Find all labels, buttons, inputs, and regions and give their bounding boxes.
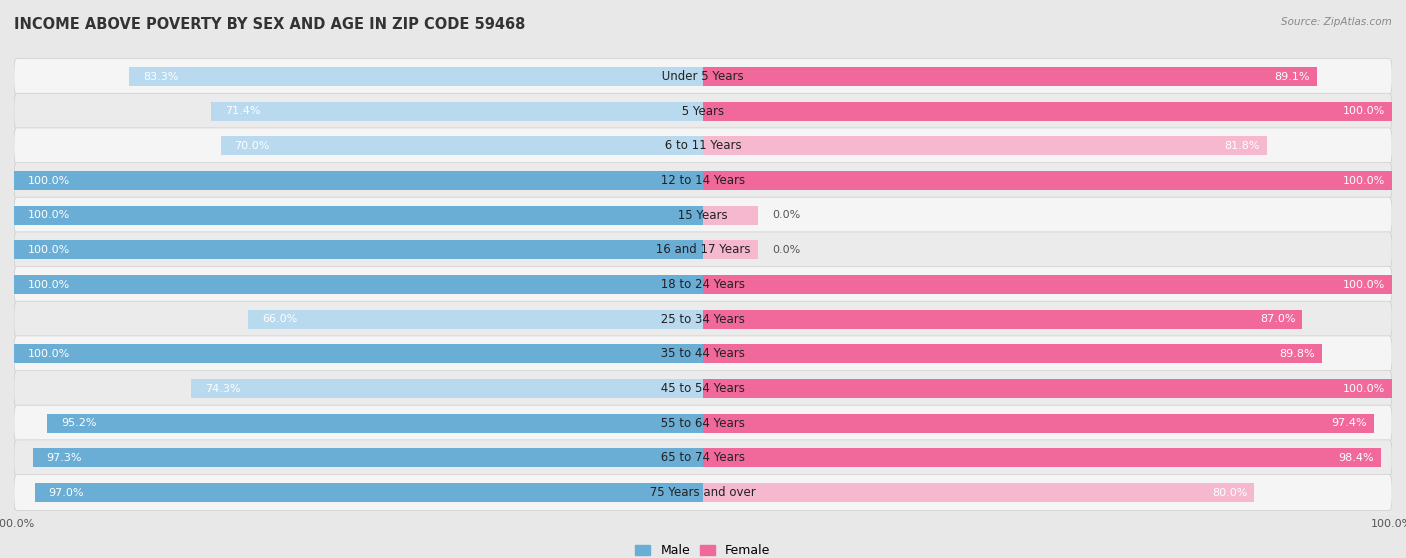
Text: 87.0%: 87.0% bbox=[1260, 314, 1295, 324]
Text: 100.0%: 100.0% bbox=[28, 176, 70, 186]
Bar bbox=[14, 206, 703, 225]
FancyBboxPatch shape bbox=[14, 371, 1392, 407]
FancyBboxPatch shape bbox=[14, 232, 1392, 268]
Text: 65 to 74 Years: 65 to 74 Years bbox=[657, 451, 749, 464]
Text: 71.4%: 71.4% bbox=[225, 106, 260, 116]
Bar bbox=[703, 310, 1302, 329]
FancyBboxPatch shape bbox=[14, 474, 1392, 511]
Text: 66.0%: 66.0% bbox=[262, 314, 297, 324]
FancyBboxPatch shape bbox=[14, 440, 1392, 476]
Bar bbox=[249, 310, 703, 329]
FancyBboxPatch shape bbox=[14, 128, 1392, 164]
Text: 97.0%: 97.0% bbox=[48, 488, 84, 498]
Text: 97.4%: 97.4% bbox=[1331, 418, 1367, 428]
Text: 5 Years: 5 Years bbox=[678, 105, 728, 118]
FancyBboxPatch shape bbox=[14, 93, 1392, 129]
FancyBboxPatch shape bbox=[14, 301, 1392, 337]
Text: 95.2%: 95.2% bbox=[60, 418, 97, 428]
Text: 81.8%: 81.8% bbox=[1225, 141, 1260, 151]
Text: 100.0%: 100.0% bbox=[1343, 280, 1385, 290]
Bar bbox=[703, 483, 1254, 502]
Text: 0.0%: 0.0% bbox=[772, 210, 800, 220]
Bar bbox=[14, 171, 703, 190]
Bar bbox=[703, 240, 758, 259]
Bar bbox=[191, 379, 703, 398]
Text: 100.0%: 100.0% bbox=[28, 280, 70, 290]
FancyBboxPatch shape bbox=[14, 59, 1392, 95]
Text: 74.3%: 74.3% bbox=[205, 383, 240, 393]
FancyBboxPatch shape bbox=[14, 267, 1392, 302]
Text: 45 to 54 Years: 45 to 54 Years bbox=[657, 382, 749, 395]
Text: 98.4%: 98.4% bbox=[1339, 453, 1374, 463]
Bar bbox=[703, 449, 1381, 468]
Text: 25 to 34 Years: 25 to 34 Years bbox=[657, 312, 749, 326]
Bar bbox=[211, 102, 703, 121]
FancyBboxPatch shape bbox=[14, 197, 1392, 233]
Bar bbox=[14, 344, 703, 363]
Text: 0.0%: 0.0% bbox=[772, 245, 800, 255]
Bar bbox=[703, 102, 1392, 121]
Bar bbox=[48, 413, 703, 433]
Text: 100.0%: 100.0% bbox=[28, 210, 70, 220]
Text: 6 to 11 Years: 6 to 11 Years bbox=[661, 140, 745, 152]
Text: Source: ZipAtlas.com: Source: ZipAtlas.com bbox=[1281, 17, 1392, 27]
Text: 75 Years and over: 75 Years and over bbox=[647, 486, 759, 499]
Bar bbox=[221, 136, 703, 156]
Text: 97.3%: 97.3% bbox=[46, 453, 82, 463]
Bar bbox=[703, 171, 1392, 190]
FancyBboxPatch shape bbox=[14, 162, 1392, 199]
Text: 83.3%: 83.3% bbox=[143, 71, 179, 81]
Bar bbox=[703, 206, 758, 225]
Text: 18 to 24 Years: 18 to 24 Years bbox=[657, 278, 749, 291]
Text: 55 to 64 Years: 55 to 64 Years bbox=[657, 417, 749, 430]
Text: 12 to 14 Years: 12 to 14 Years bbox=[657, 174, 749, 187]
Text: 100.0%: 100.0% bbox=[28, 349, 70, 359]
Text: 70.0%: 70.0% bbox=[235, 141, 270, 151]
Legend: Male, Female: Male, Female bbox=[630, 539, 776, 558]
Text: 100.0%: 100.0% bbox=[1343, 106, 1385, 116]
Bar bbox=[703, 275, 1392, 294]
Text: 89.8%: 89.8% bbox=[1279, 349, 1315, 359]
FancyBboxPatch shape bbox=[14, 405, 1392, 441]
Bar bbox=[703, 379, 1392, 398]
FancyBboxPatch shape bbox=[14, 336, 1392, 372]
Bar bbox=[14, 275, 703, 294]
Bar bbox=[35, 483, 703, 502]
Bar bbox=[703, 344, 1322, 363]
Bar bbox=[703, 67, 1317, 86]
Text: 80.0%: 80.0% bbox=[1212, 488, 1247, 498]
Text: 35 to 44 Years: 35 to 44 Years bbox=[657, 348, 749, 360]
Text: 89.1%: 89.1% bbox=[1274, 71, 1310, 81]
Text: 15 Years: 15 Years bbox=[675, 209, 731, 222]
Bar bbox=[703, 136, 1267, 156]
Text: 100.0%: 100.0% bbox=[28, 245, 70, 255]
Text: INCOME ABOVE POVERTY BY SEX AND AGE IN ZIP CODE 59468: INCOME ABOVE POVERTY BY SEX AND AGE IN Z… bbox=[14, 17, 526, 32]
Bar bbox=[14, 240, 703, 259]
Text: 100.0%: 100.0% bbox=[1343, 176, 1385, 186]
Bar bbox=[129, 67, 703, 86]
Bar bbox=[32, 449, 703, 468]
Bar bbox=[703, 413, 1374, 433]
Text: 16 and 17 Years: 16 and 17 Years bbox=[652, 243, 754, 257]
Text: Under 5 Years: Under 5 Years bbox=[658, 70, 748, 83]
Text: 100.0%: 100.0% bbox=[1343, 383, 1385, 393]
